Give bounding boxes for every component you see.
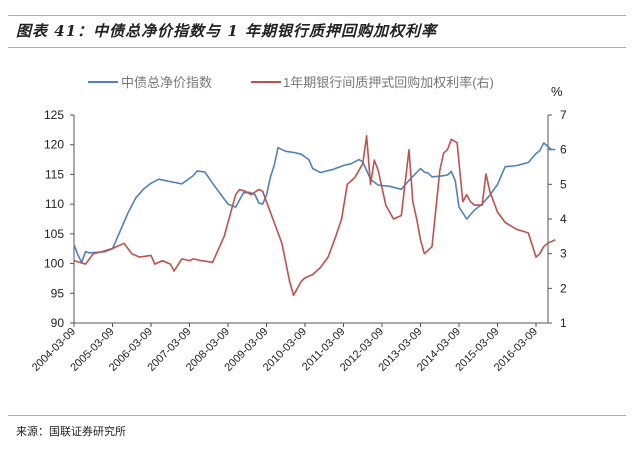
right-axis-ticks: 1 2 3 4 5 6 7 [548, 108, 567, 330]
right-tick-label: 2 [560, 281, 567, 295]
left-tick-label: 125 [44, 108, 64, 122]
right-tick-label: 3 [560, 247, 567, 261]
legend: 中债总净价指数 1年期银行间质押式回购加权利率(右) [88, 75, 494, 90]
series1-line [73, 142, 556, 264]
line-chart: 中债总净价指数 1年期银行间质押式回购加权利率(右) % 90 95 100 105 1… [30, 75, 567, 374]
figure-source: 来源：国联证券研究所 [16, 425, 126, 438]
bottom-rule [8, 415, 626, 416]
right-axis-unit: % [551, 84, 563, 99]
right-tick-label: 4 [560, 212, 567, 226]
left-tick-label: 95 [51, 286, 65, 300]
legend-label-series2: 1年期银行间质押式回购加权利率(右) [283, 75, 494, 90]
right-tick-label: 5 [560, 177, 567, 191]
left-tick-label: 110 [45, 197, 64, 211]
legend-label-series1: 中债总净价指数 [121, 75, 212, 90]
series2-line [73, 135, 556, 297]
left-tick-label: 100 [44, 257, 64, 271]
left-tick-label: 105 [44, 227, 64, 241]
right-tick-label: 6 [560, 143, 567, 157]
figure-title: 图表 41：中债总净价指数与 1 年期银行质押回购加权利率 [16, 22, 437, 40]
top-rule [8, 15, 626, 16]
left-tick-label: 90 [51, 316, 65, 330]
left-axis-ticks: 90 95 100 105 110 115 120 125 [44, 108, 74, 330]
right-tick-label: 7 [560, 108, 567, 122]
left-tick-label: 115 [45, 167, 64, 181]
left-tick-label: 120 [44, 138, 64, 152]
x-axis-ticks: 2004-03-092005-03-092006-03-092007-03-09… [30, 323, 540, 374]
title-rule [8, 47, 626, 48]
right-tick-label: 1 [560, 316, 567, 330]
